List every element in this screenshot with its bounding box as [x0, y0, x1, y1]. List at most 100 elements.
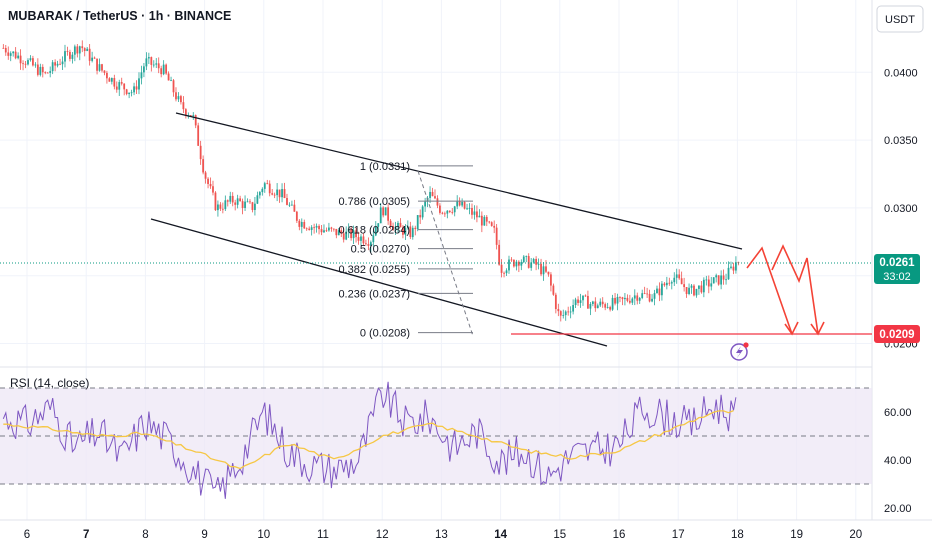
- lightning-icon[interactable]: [730, 342, 749, 361]
- candle-body: [239, 198, 242, 202]
- channel-lower-line[interactable]: [150, 218, 608, 347]
- candle-body: [101, 64, 103, 71]
- currency-button[interactable]: [876, 5, 924, 33]
- candle-body: [81, 46, 84, 49]
- candle-body: [468, 207, 471, 209]
- candle-body: [399, 222, 402, 228]
- last-price-text: 0.0261: [879, 257, 915, 269]
- candle-body: [86, 48, 89, 51]
- candle-body: [249, 201, 251, 203]
- fib-trend-line[interactable]: [417, 170, 474, 337]
- candle-body: [96, 58, 98, 71]
- candle-body: [589, 304, 592, 309]
- candle-body: [419, 215, 422, 218]
- candle-body: [286, 198, 288, 205]
- candle-body: [367, 244, 370, 246]
- candle-body: [397, 222, 399, 227]
- candle-body: [313, 227, 316, 229]
- target-price-text: 0.0209: [879, 329, 914, 341]
- candle-body: [424, 201, 427, 207]
- fib-level-label: 0.786 (0.0305): [338, 196, 410, 208]
- candle-body: [93, 57, 96, 59]
- projection-path-1[interactable]: [746, 246, 793, 335]
- candle-body: [221, 208, 224, 210]
- candle-body: [143, 66, 145, 73]
- rsi-tick-label: 20.00: [884, 503, 912, 515]
- candle-body: [416, 215, 419, 230]
- candle-body: [337, 230, 340, 236]
- candle-body: [643, 293, 646, 294]
- candle-body: [212, 186, 214, 193]
- candle-body: [71, 54, 74, 59]
- candle-body: [498, 244, 501, 265]
- channel-upper-line[interactable]: [175, 112, 743, 250]
- fib-level-label: 0.382 (0.0255): [338, 264, 410, 276]
- candle-body: [488, 221, 491, 223]
- candle-body: [628, 300, 631, 303]
- candle-body: [372, 235, 375, 243]
- candle-body: [572, 305, 575, 312]
- candle-body: [147, 57, 150, 59]
- candle-body: [508, 259, 510, 271]
- candle-body: [483, 216, 486, 226]
- time-scale[interactable]: 6 7 8 9 10 11 12 13 14 15 16 17 18 19 20: [24, 529, 862, 541]
- price-tick-label: 0.0350: [884, 135, 918, 147]
- candle-body: [582, 295, 584, 301]
- candle-body: [443, 213, 446, 215]
- candle-body: [448, 210, 451, 212]
- fib-retracement[interactable]: 1 (0.0331) 0.786 (0.0305) 0.618 (0.0284) 0.…: [338, 161, 473, 340]
- candle-body: [170, 80, 172, 82]
- candle-body: [7, 52, 10, 56]
- rsi-scale[interactable]: 60.00 40.00 20.00: [884, 407, 912, 515]
- candle-body: [342, 233, 345, 240]
- candle-body: [130, 92, 133, 94]
- candle-body: [579, 300, 582, 303]
- candle-body: [27, 60, 29, 65]
- candle-body: [41, 66, 44, 73]
- candle-body: [554, 294, 557, 310]
- rsi-tick-label: 60.00: [884, 407, 912, 419]
- candle-body: [360, 236, 362, 241]
- candle-body: [500, 264, 503, 273]
- chart-title: MUBARAK / TetherUS · 1h · BINANCE: [8, 9, 231, 23]
- candle-body: [283, 189, 286, 199]
- fib-level-label: 0.5 (0.0270): [351, 244, 410, 256]
- candle-body: [446, 210, 449, 214]
- candle-body: [308, 228, 311, 230]
- candle-body: [678, 274, 681, 279]
- price-tick-label: 0.0400: [884, 67, 918, 79]
- candle-body: [651, 298, 653, 302]
- candle-body: [83, 48, 86, 51]
- fib-level-label: 0.618 (0.0284): [338, 225, 410, 237]
- candle-body: [231, 195, 234, 203]
- candle-body: [56, 63, 59, 66]
- candle-body: [451, 211, 454, 213]
- candle-body: [9, 53, 12, 56]
- candle-body: [217, 204, 219, 211]
- candle-body: [123, 83, 126, 90]
- candle-body: [439, 205, 441, 213]
- candle-body: [340, 230, 343, 234]
- candle-body: [550, 274, 552, 286]
- candle-body: [310, 227, 313, 230]
- candle-body: [695, 288, 698, 296]
- target-price-badge: [874, 325, 920, 343]
- candle-body: [160, 68, 163, 75]
- candle-body: [271, 193, 274, 195]
- candle-body: [710, 283, 713, 287]
- candle-body: [673, 277, 676, 283]
- candle-body: [522, 256, 525, 263]
- candle-body: [291, 204, 293, 206]
- candle-body: [458, 201, 461, 206]
- time-tick-label: 9: [201, 529, 207, 541]
- candle-body: [305, 228, 308, 230]
- candle-body: [596, 305, 599, 309]
- candle-body: [685, 287, 688, 295]
- projection-path-2[interactable]: [771, 244, 819, 335]
- countdown-text: 33:02: [883, 271, 911, 283]
- candle-body: [693, 285, 695, 296]
- candle-body: [698, 285, 700, 289]
- candle-body: [14, 51, 17, 59]
